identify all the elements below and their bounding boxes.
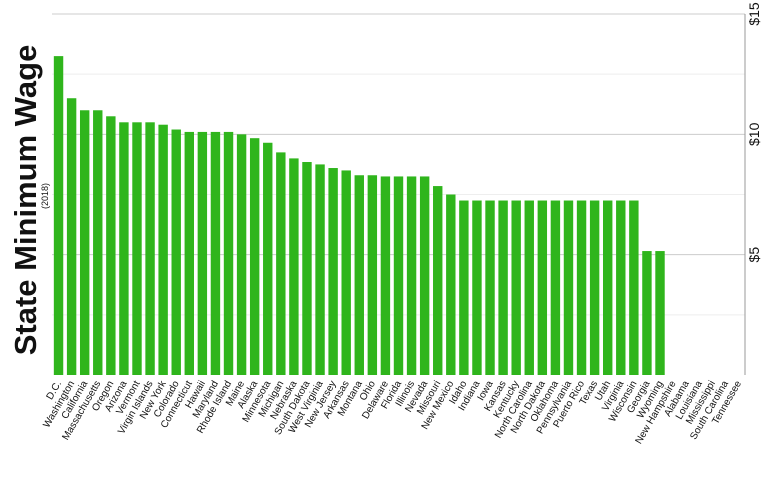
bar bbox=[485, 200, 495, 375]
y-tick-label: $5 bbox=[746, 247, 762, 263]
bar bbox=[446, 194, 456, 375]
bar bbox=[132, 122, 142, 375]
bar bbox=[302, 162, 312, 375]
bar bbox=[236, 134, 247, 375]
bar bbox=[66, 98, 77, 375]
bar bbox=[171, 129, 181, 375]
bar bbox=[511, 200, 521, 375]
bar bbox=[106, 116, 116, 376]
bar bbox=[249, 138, 260, 375]
bar bbox=[328, 168, 338, 375]
bar bbox=[93, 110, 103, 376]
bar bbox=[537, 200, 548, 375]
y-tick-label: $15 bbox=[746, 2, 762, 26]
bar bbox=[459, 200, 469, 375]
bar bbox=[184, 131, 194, 375]
bar bbox=[119, 122, 129, 375]
bar bbox=[433, 186, 443, 375]
bar bbox=[472, 200, 482, 375]
bar bbox=[498, 200, 508, 375]
bar bbox=[563, 200, 574, 375]
bar bbox=[197, 131, 208, 375]
bar bbox=[354, 175, 364, 375]
bar bbox=[524, 200, 534, 375]
y-tick-label: $10 bbox=[746, 122, 762, 146]
bar bbox=[263, 142, 273, 375]
bar bbox=[79, 110, 90, 376]
bar bbox=[367, 175, 378, 375]
bar bbox=[589, 200, 600, 375]
chart-subtitle: (2018) bbox=[40, 183, 50, 209]
bar bbox=[629, 200, 639, 375]
bar bbox=[276, 152, 286, 375]
bar bbox=[315, 164, 325, 375]
bar bbox=[210, 131, 221, 375]
bar bbox=[550, 200, 561, 375]
bar bbox=[603, 200, 613, 375]
bar bbox=[158, 124, 168, 375]
bar bbox=[393, 176, 404, 375]
bar bbox=[642, 251, 652, 375]
bar bbox=[380, 176, 391, 375]
bar bbox=[655, 251, 665, 375]
bar bbox=[341, 170, 351, 375]
bar bbox=[223, 131, 234, 375]
bar bbox=[419, 176, 430, 375]
chart-title: State Minimum Wage bbox=[8, 45, 43, 356]
bar bbox=[576, 200, 587, 375]
bar bbox=[53, 56, 64, 375]
bar bbox=[145, 122, 155, 375]
bar bbox=[289, 158, 299, 375]
bar bbox=[616, 200, 626, 375]
bar bbox=[406, 176, 417, 375]
